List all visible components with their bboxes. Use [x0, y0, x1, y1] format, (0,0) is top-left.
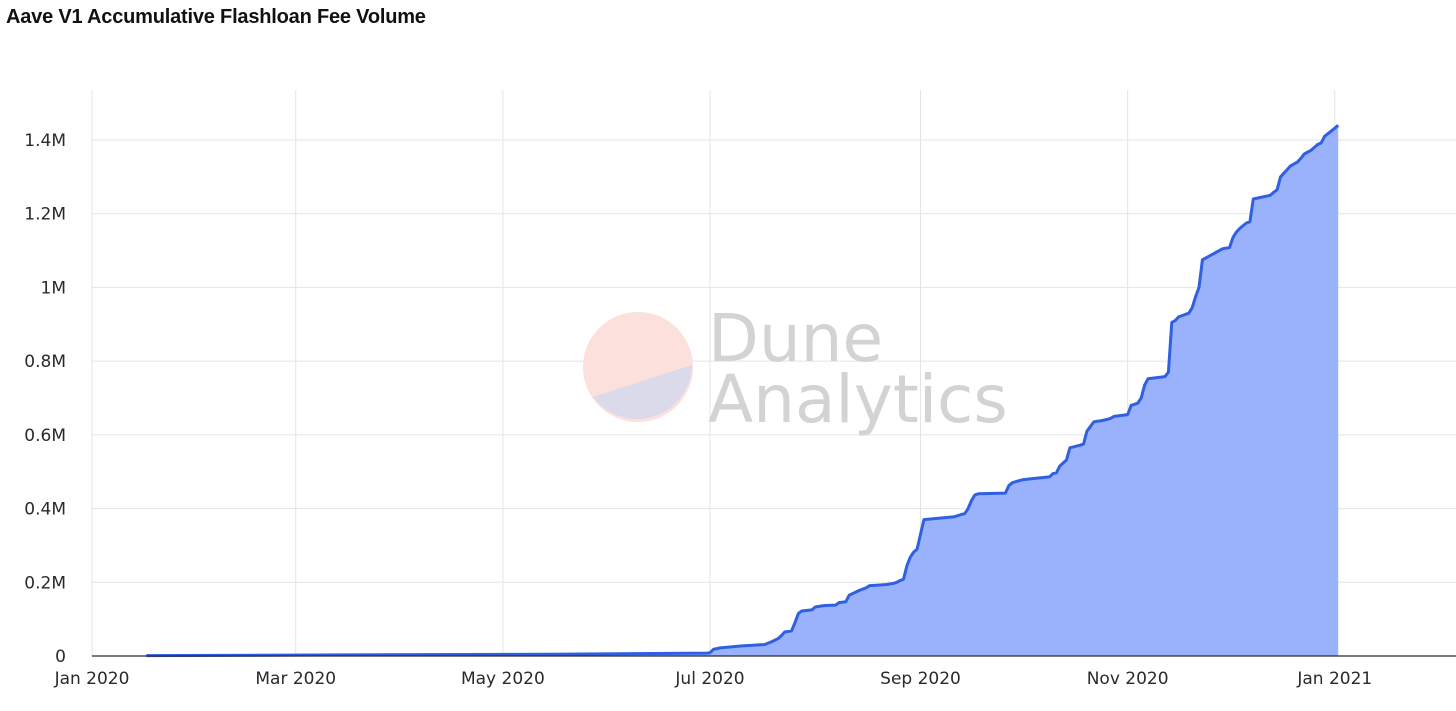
series-area	[146, 125, 1339, 657]
x-tick-label: May 2020	[461, 669, 545, 689]
x-tick-label: Jan 2021	[1296, 669, 1372, 689]
y-tick-label: 1M	[41, 278, 66, 298]
chart-title: Aave V1 Accumulative Flashloan Fee Volum…	[6, 6, 426, 28]
x-tick-label: Mar 2020	[255, 669, 336, 689]
dune-logo-icon	[583, 312, 693, 422]
axes: Jan 2020 Mar 2020 May 2020 Jul 2020 Sep 2020…	[24, 131, 1456, 689]
watermark-line1: Dune	[708, 300, 883, 377]
y-tick-label: 0.2M	[24, 573, 66, 593]
y-tick-label: 0.6M	[24, 426, 66, 446]
series-line	[146, 124, 1340, 658]
series-layer	[146, 124, 1340, 658]
y-tick-label: 1.4M	[24, 131, 66, 151]
y-tick-label: 0	[55, 647, 66, 667]
y-tick-label: 0.4M	[24, 500, 66, 520]
watermark-line2: Analytics	[708, 361, 1008, 438]
x-tick-label: Jul 2020	[674, 669, 744, 689]
y-tick-label: 1.2M	[24, 205, 66, 225]
x-tick-label: Nov 2020	[1087, 669, 1169, 689]
dune-analytics-watermark: Dune Analytics	[583, 300, 1008, 438]
y-tick-label: 0.8M	[24, 352, 66, 372]
x-tick-label: Sep 2020	[880, 669, 961, 689]
x-tick-label: Jan 2020	[54, 669, 130, 689]
